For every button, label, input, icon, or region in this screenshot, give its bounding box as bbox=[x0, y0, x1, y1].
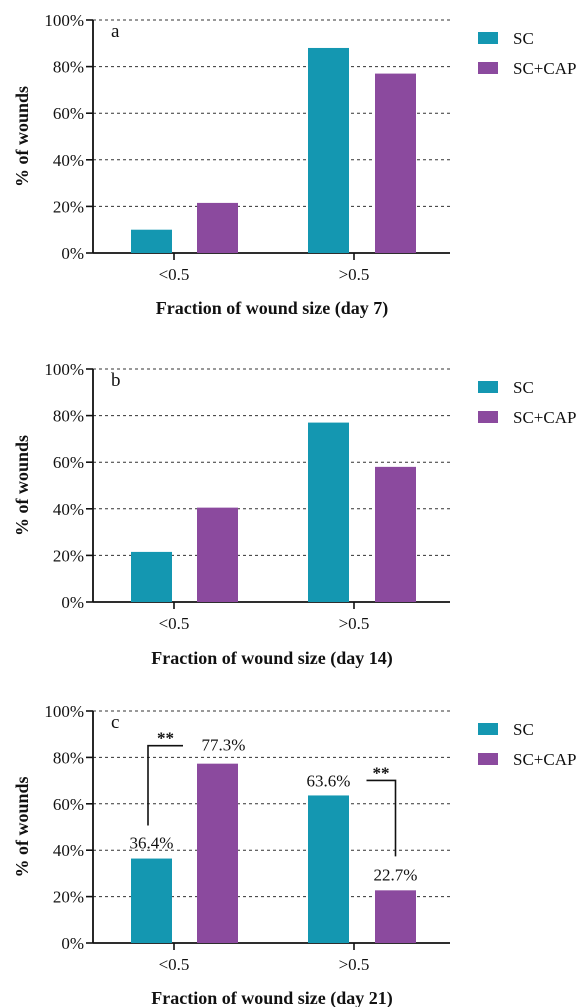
legend-swatch bbox=[478, 381, 498, 393]
panel-label: a bbox=[111, 21, 120, 42]
legend-swatch bbox=[478, 32, 498, 44]
x-tick-label: <0.5 bbox=[159, 614, 190, 633]
bar-sc-cap-lt-0-5 bbox=[197, 202, 238, 253]
bar-sc-lt-0-5 bbox=[131, 229, 172, 253]
chart-panel-b: 0% 20% 40% 60% 80% 100% <0.5 >0.5 b % of wounds Fr… bbox=[12, 360, 576, 669]
bar-sc-cap-lt-0-5 bbox=[197, 507, 238, 602]
x-axis-label: Fraction of wound size (day 14) bbox=[151, 648, 393, 669]
y-tick-label: 20% bbox=[53, 546, 84, 565]
legend-label: SC+CAP bbox=[513, 408, 576, 427]
data-label: 22.7% bbox=[374, 865, 418, 884]
bar-sc-cap-gt-0-5 bbox=[375, 466, 416, 602]
bar-sc-gt-0-5 bbox=[308, 422, 349, 602]
panel-label: b bbox=[111, 370, 121, 391]
legend-label: SC bbox=[513, 378, 534, 397]
y-axis-label: % of wounds bbox=[12, 435, 32, 536]
data-label: 77.3% bbox=[202, 736, 246, 755]
significance-bracket bbox=[147, 744, 183, 826]
panel-label: c bbox=[111, 712, 119, 733]
y-tick-label: 40% bbox=[53, 151, 84, 170]
bar-sc-cap-gt-0-5 bbox=[375, 890, 416, 943]
x-tick-label: >0.5 bbox=[339, 955, 370, 974]
legend-swatch bbox=[478, 411, 498, 423]
chart-panel-a: 0% 20% 40% 60% 80% 100% <0.5 >0.5 a % of wounds Fr… bbox=[12, 11, 576, 319]
data-label: 63.6% bbox=[307, 771, 351, 790]
y-tick-label: 0% bbox=[61, 244, 84, 263]
y-tick-label: 40% bbox=[53, 500, 84, 519]
legend-swatch bbox=[478, 753, 498, 765]
bar-sc-gt-0-5 bbox=[308, 47, 349, 254]
y-tick-label: 20% bbox=[53, 888, 84, 907]
y-axis-label: % of wounds bbox=[12, 776, 32, 877]
bar-sc-lt-0-5 bbox=[131, 858, 172, 943]
legend-label: SC bbox=[513, 720, 534, 739]
legend-swatch bbox=[478, 723, 498, 735]
bar-sc-gt-0-5 bbox=[308, 795, 349, 943]
bar-sc-cap-gt-0-5 bbox=[375, 73, 416, 253]
legend-label: SC+CAP bbox=[513, 59, 576, 78]
y-tick-label: 60% bbox=[53, 453, 84, 472]
legend-swatch bbox=[478, 62, 498, 74]
y-tick-label: 100% bbox=[44, 11, 84, 30]
y-tick-label: 80% bbox=[53, 58, 84, 77]
y-axis-label: % of wounds bbox=[12, 86, 32, 187]
x-tick-label: <0.5 bbox=[159, 265, 190, 284]
legend-label: SC+CAP bbox=[513, 750, 576, 769]
x-axis-label: Fraction of wound size (day 21) bbox=[151, 988, 393, 1007]
y-tick-label: 80% bbox=[53, 748, 84, 767]
y-tick-label: 40% bbox=[53, 841, 84, 860]
y-tick-label: 0% bbox=[61, 934, 84, 953]
y-tick-label: 0% bbox=[61, 593, 84, 612]
data-label: 36.4% bbox=[130, 834, 174, 853]
x-tick-label: <0.5 bbox=[159, 955, 190, 974]
y-tick-label: 20% bbox=[53, 197, 84, 216]
significance-marker: ** bbox=[373, 763, 390, 782]
y-tick-label: 100% bbox=[44, 360, 84, 379]
chart-panel-c: 0% 20% 40% 60% 80% 100% <0.5 >0.5 c % of wounds Fr… bbox=[12, 702, 576, 1007]
legend-label: SC bbox=[513, 29, 534, 48]
y-tick-label: 80% bbox=[53, 407, 84, 426]
significance-marker: ** bbox=[157, 729, 174, 748]
significance-bracket bbox=[366, 779, 397, 857]
x-tick-label: >0.5 bbox=[339, 614, 370, 633]
y-tick-label: 60% bbox=[53, 795, 84, 814]
bar-sc-cap-lt-0-5 bbox=[197, 763, 238, 943]
bar-sc-lt-0-5 bbox=[131, 551, 172, 602]
x-axis-label: Fraction of wound size (day 7) bbox=[156, 298, 389, 319]
x-tick-label: >0.5 bbox=[339, 265, 370, 284]
y-tick-label: 60% bbox=[53, 104, 84, 123]
y-tick-label: 100% bbox=[44, 702, 84, 721]
